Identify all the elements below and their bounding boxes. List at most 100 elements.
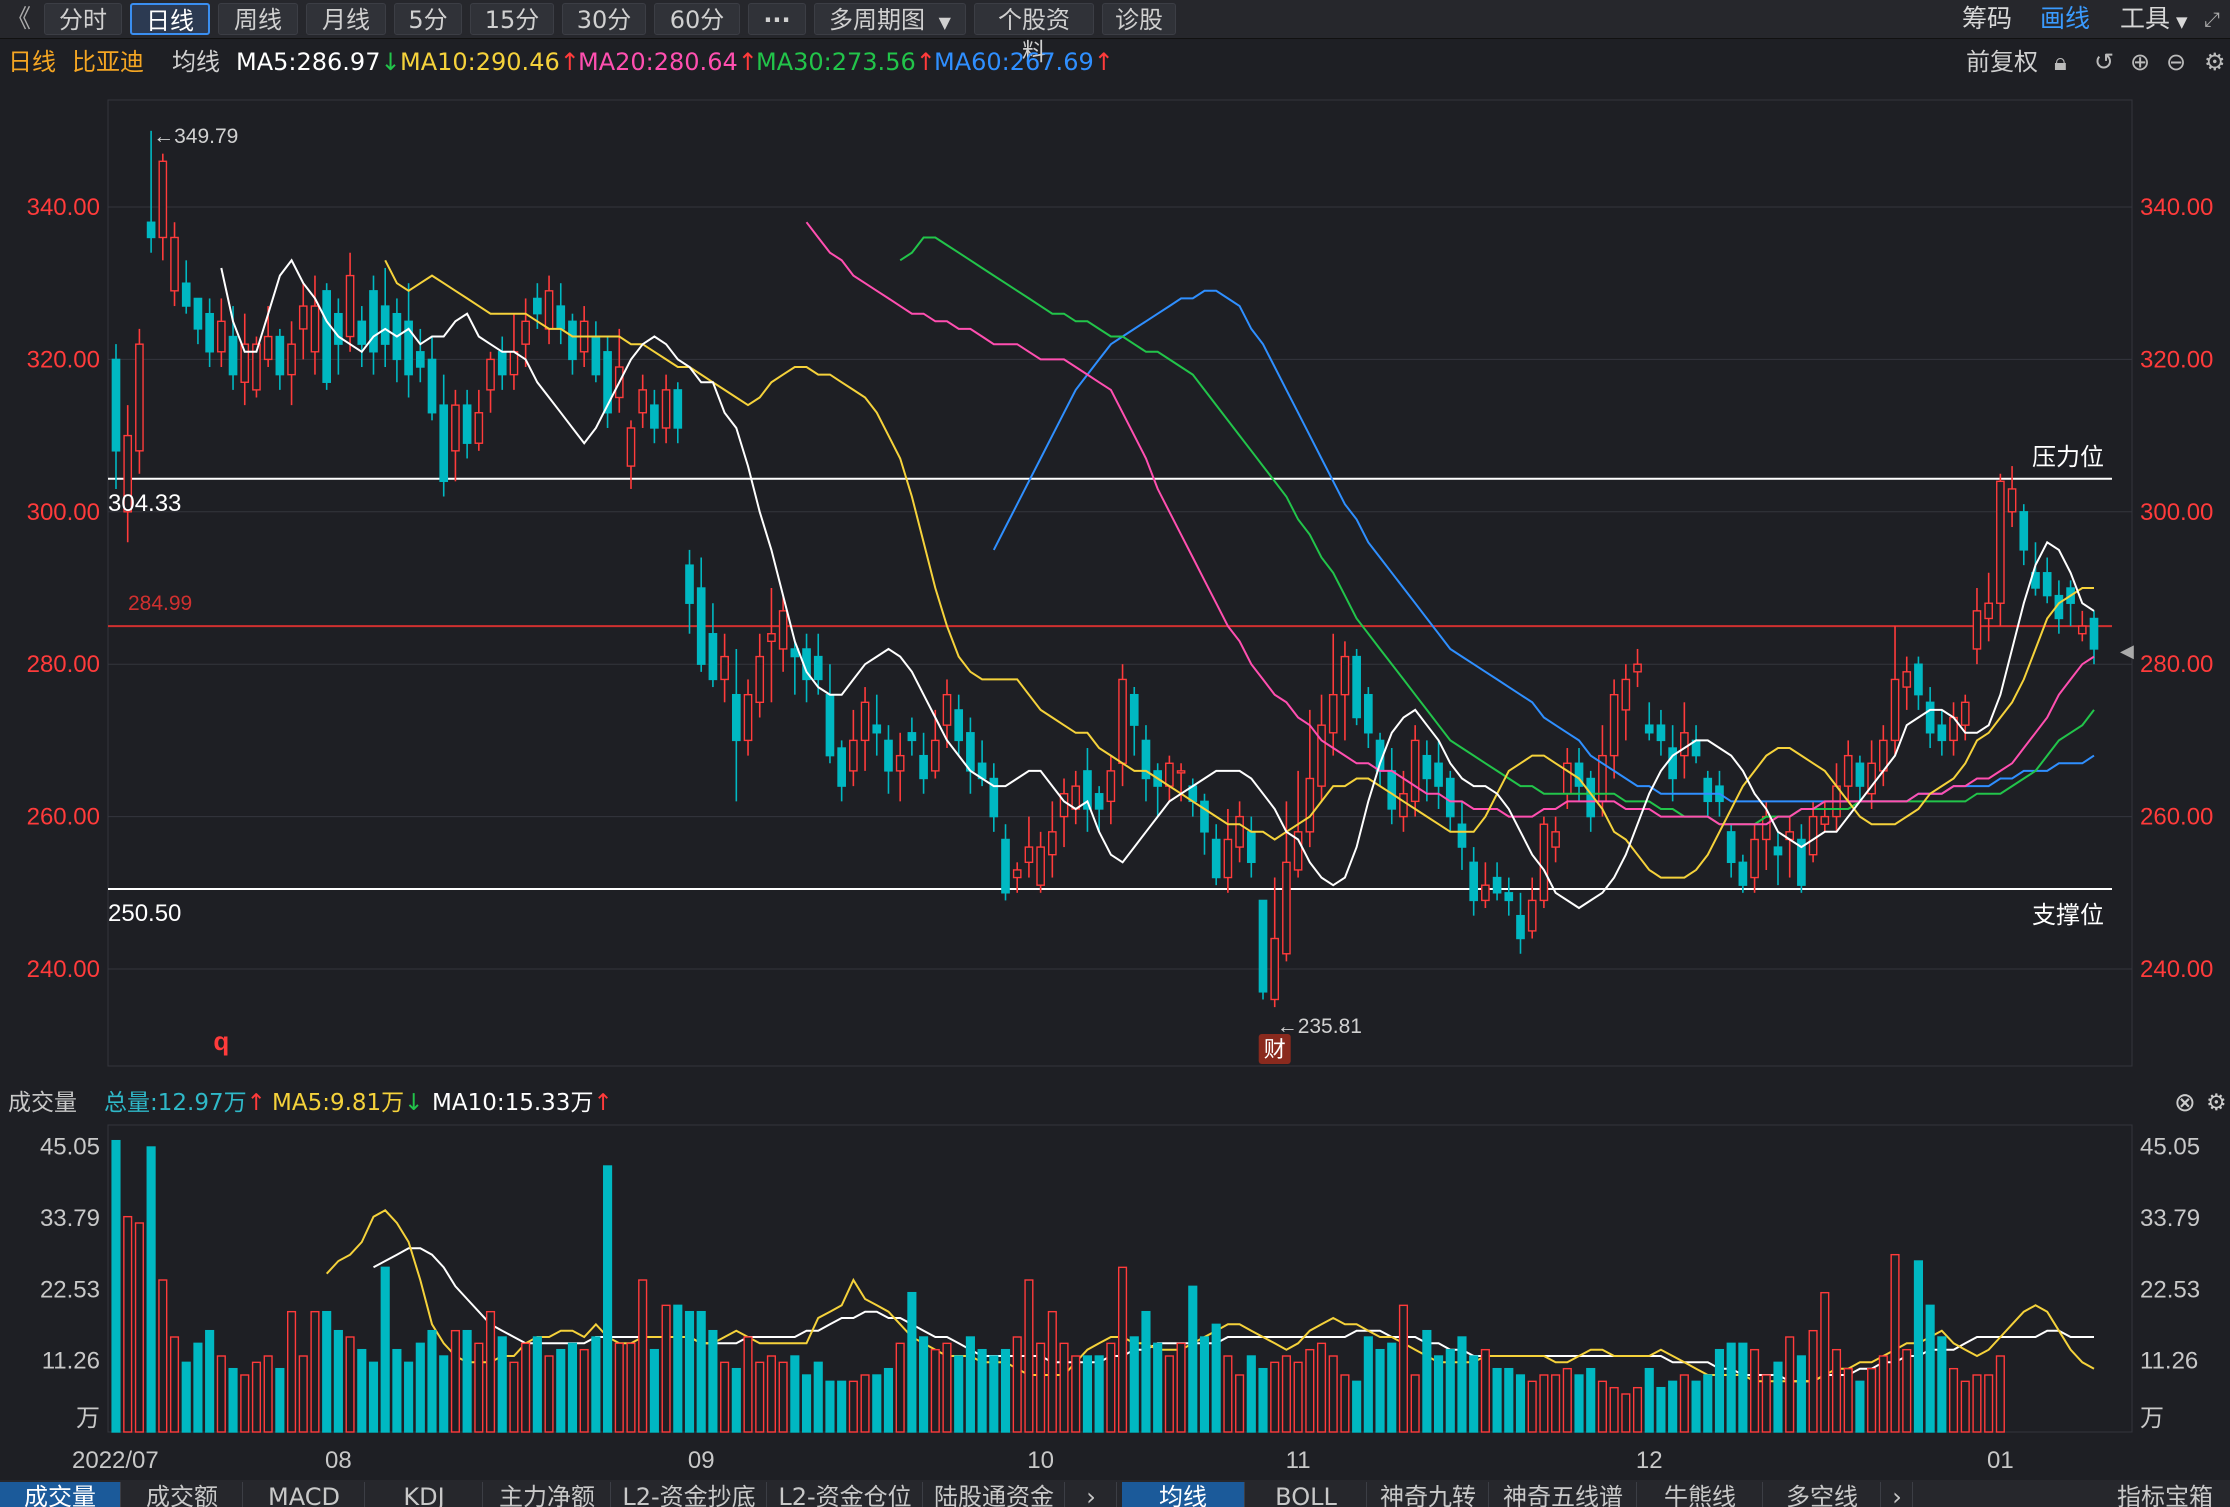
- price-line-label: 284.99: [128, 592, 192, 615]
- draw-line-button[interactable]: 画线: [2040, 4, 2091, 33]
- candle-body: [357, 320, 367, 345]
- tab-magic-nine[interactable]: 神奇九转: [1368, 1482, 1489, 1507]
- support-value: 250.50: [108, 900, 181, 927]
- diagnose-button[interactable]: 诊股: [1102, 3, 1176, 35]
- lock-icon[interactable]: 🔒︎: [2054, 48, 2067, 76]
- candle-body: [1481, 884, 1490, 902]
- undo-icon[interactable]: ↺: [2094, 48, 2115, 76]
- stock-name[interactable]: 比亚迪: [72, 48, 144, 76]
- zoom-in-icon[interactable]: ⊕: [2130, 48, 2151, 76]
- volume-bar: [193, 1342, 203, 1433]
- volume-tick-label-right: 11.26: [2140, 1348, 2198, 1375]
- candle-body: [521, 320, 530, 345]
- volume-bar: [579, 1348, 589, 1433]
- volume-bar: [404, 1361, 414, 1433]
- volume-tick-label-left: 11.26: [42, 1348, 100, 1375]
- collapse-button[interactable]: 《: [6, 4, 32, 33]
- period-tab-monthly[interactable]: 月线: [306, 3, 386, 35]
- candle-body: [837, 747, 846, 787]
- period-tab-weekly[interactable]: 周线: [218, 3, 298, 35]
- volume-total-text: 总量:12.97万: [104, 1090, 247, 1116]
- volume-bar: [755, 1361, 765, 1433]
- volume-title[interactable]: 成交量: [8, 1090, 77, 1116]
- volume-bar: [216, 1355, 226, 1433]
- volume-bar: [1469, 1355, 1479, 1433]
- period-tab-fenshi[interactable]: 分时: [44, 3, 122, 35]
- tab-macd[interactable]: MACD: [244, 1482, 365, 1507]
- candle-body: [1843, 754, 1853, 787]
- candle-body: [895, 754, 905, 772]
- high-price-label: ←349.79: [153, 125, 238, 148]
- volume-bar: [1609, 1386, 1619, 1433]
- close-icon[interactable]: ⊗: [2174, 1088, 2196, 1118]
- stock-info-button[interactable]: 个股资料: [974, 3, 1094, 66]
- tab-long-short[interactable]: 多空线: [1764, 1482, 1881, 1507]
- tab-ma[interactable]: 均线: [1122, 1482, 1245, 1507]
- volume-bar: [1668, 1380, 1678, 1433]
- expand-icon[interactable]: ⤢: [2204, 7, 2220, 31]
- period-label: 日线: [8, 48, 56, 76]
- period-tab-60min[interactable]: 60分: [654, 3, 740, 35]
- volume-bar: [1223, 1355, 1233, 1433]
- volume-bar: [696, 1310, 706, 1433]
- period-tab-30min[interactable]: 30分: [562, 3, 646, 35]
- candle-body: [731, 693, 741, 742]
- candle-body: [919, 754, 928, 780]
- tab-turnover[interactable]: 成交额: [122, 1482, 243, 1507]
- period-tab-5min[interactable]: 5分: [394, 3, 462, 35]
- gear-icon[interactable]: ⚙: [2204, 48, 2226, 76]
- tab-northbound[interactable]: 陆股通资金: [924, 1482, 1065, 1507]
- tab-volume[interactable]: 成交量: [0, 1482, 121, 1507]
- ma-indicator-label[interactable]: 均线: [172, 48, 220, 76]
- tab-main-net[interactable]: 主力净额: [484, 1482, 611, 1507]
- main-chart-frame: [107, 99, 2133, 1067]
- volume-bar: [357, 1348, 367, 1433]
- candle-body: [884, 739, 893, 772]
- volume-bar: [1831, 1348, 1842, 1433]
- candle-body: [1200, 800, 1209, 833]
- chips-button[interactable]: 筹码: [1962, 4, 2013, 33]
- x-month-label: 2022/07: [72, 1447, 159, 1474]
- volume-bar: [1387, 1342, 1397, 1433]
- ma20-value: MA20:280.64↑: [578, 40, 758, 84]
- volume-bar: [766, 1355, 776, 1433]
- tab-magic-five[interactable]: 神奇五线谱: [1490, 1482, 1637, 1507]
- volume-unit-left: 万: [76, 1404, 100, 1432]
- candle-body: [486, 358, 495, 391]
- volume-bar: [1551, 1374, 1561, 1433]
- gear-icon[interactable]: ⚙: [2206, 1090, 2227, 1116]
- candle-body: [193, 297, 203, 330]
- tab-boll[interactable]: BOLL: [1246, 1482, 1367, 1507]
- candle-body: [1317, 724, 1326, 787]
- chevron-right-icon[interactable]: ›: [1066, 1482, 1117, 1507]
- arrow-up-icon: ↑: [246, 1090, 266, 1116]
- tab-l2-position[interactable]: L2-资金仓位: [768, 1482, 923, 1507]
- more-button[interactable]: ···: [748, 3, 806, 35]
- tools-button[interactable]: 工具 ▼: [2120, 3, 2188, 35]
- tab-bull-bear[interactable]: 牛熊线: [1638, 1482, 1763, 1507]
- tab-indicator-box[interactable]: 指标宝箱: [2117, 1483, 2213, 1507]
- period-tab-daily[interactable]: 日线: [130, 3, 210, 35]
- candle-body: [1048, 831, 1057, 856]
- adjust-mode[interactable]: 前复权: [1966, 48, 2038, 76]
- zoom-out-icon[interactable]: ⊖: [2166, 48, 2187, 76]
- resistance-label: 压力位: [2032, 444, 2104, 471]
- volume-bar: [1984, 1374, 1994, 1433]
- candle-body: [369, 290, 378, 353]
- volume-tick-label-right: 45.05: [2140, 1134, 2200, 1161]
- volume-bar: [1153, 1342, 1163, 1433]
- volume-bar: [1703, 1374, 1713, 1433]
- period-tab-15min[interactable]: 15分: [470, 3, 554, 35]
- multi-period-dropdown[interactable]: 多周期图 ▼: [814, 3, 966, 35]
- ma5-text: MA5:286.97: [236, 48, 381, 76]
- volume-bar: [1562, 1367, 1572, 1433]
- chevron-right-icon[interactable]: ›: [1882, 1482, 1913, 1507]
- current-price-pointer-icon: ◀: [2120, 641, 2134, 662]
- candle-body: [1258, 899, 1268, 993]
- arrow-up-icon: ↑: [559, 48, 580, 76]
- volume-bar: [1293, 1361, 1303, 1433]
- tab-l2-bottom[interactable]: L2-资金抄底: [612, 1482, 767, 1507]
- tab-kdj[interactable]: KDJ: [366, 1482, 483, 1507]
- price-tick-label-right: 260.00: [2140, 804, 2213, 831]
